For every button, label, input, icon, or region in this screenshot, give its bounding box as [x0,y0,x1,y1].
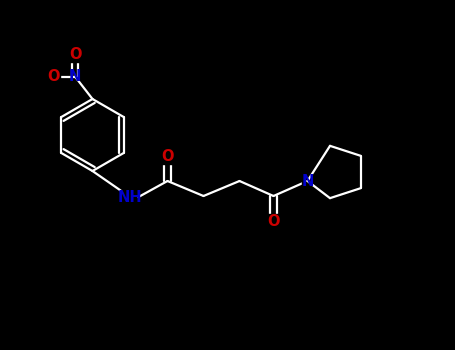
Text: O: O [47,69,59,84]
Text: O: O [267,214,280,229]
Text: N: N [69,69,81,84]
Bar [302,175,313,188]
Text: NH: NH [118,189,142,204]
Bar [47,70,61,83]
Bar [121,189,138,204]
Text: O: O [161,149,174,164]
Bar [267,214,280,226]
Bar [161,150,174,163]
Text: N: N [301,174,313,189]
Bar [69,49,81,62]
Text: O: O [69,47,81,62]
